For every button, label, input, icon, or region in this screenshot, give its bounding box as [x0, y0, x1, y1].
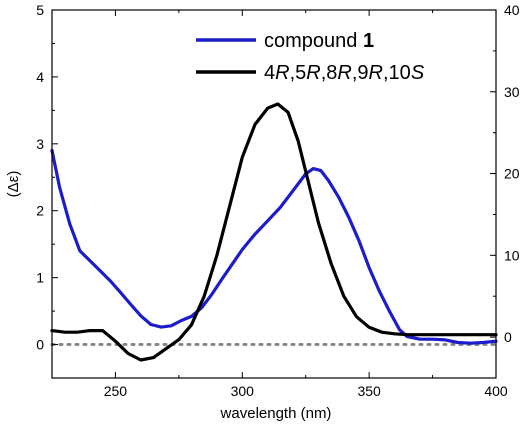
series-line-1 [50, 148, 498, 345]
legend-label-part: ,8 [321, 62, 338, 84]
y-axis-title: (Δε) [5, 171, 22, 198]
plot-area [50, 102, 498, 362]
x-tick-label: 300 [231, 383, 255, 399]
y-left-tick-label: 1 [36, 270, 44, 286]
y-right-tick-label: 20 [504, 166, 520, 182]
y-right-tick-label: 0 [504, 329, 512, 345]
y-left-tick-label: 0 [36, 337, 44, 353]
y-right-tick-label: 10 [504, 247, 520, 263]
legend-label-part: ,9 [352, 62, 369, 84]
legend-label-part: compound [264, 30, 363, 52]
axes: 250 300 350 400 0 1 2 3 4 5 0 10 20 30 40 [36, 2, 520, 399]
legend-label-part: ,10 [383, 62, 411, 84]
legend-label-part: 1 [363, 30, 374, 52]
legend-label-1: compound 1 [264, 30, 374, 52]
x-tick-label: 350 [357, 383, 381, 399]
y-left-tick-label: 2 [36, 203, 44, 219]
x-tick-label: 400 [484, 383, 508, 399]
legend-label-part: R [275, 62, 289, 84]
x-tick-label: 250 [104, 383, 128, 399]
legend-label-part: ,5 [290, 62, 307, 84]
y-left-tick-label: 5 [36, 2, 44, 18]
legend-label-part: S [411, 62, 425, 84]
y-left-tick-label: 3 [36, 136, 44, 152]
legend-label-part: R [369, 62, 383, 84]
y-right-tick-label: 30 [504, 84, 520, 100]
legend-label-part: R [337, 62, 351, 84]
legend: compound 14R,5R,8R,9R,10S [196, 30, 425, 84]
y-left-tick-label: 4 [36, 69, 44, 85]
x-axis-title: wavelength (nm) [220, 405, 332, 422]
plot-frame [51, 9, 497, 379]
y-right-tick-label: 40 [504, 2, 520, 18]
legend-label-2: 4R,5R,8R,9R,10S [264, 62, 425, 84]
legend-label-part: 4 [264, 62, 275, 84]
series-line-2 [50, 102, 498, 362]
legend-label-part: R [306, 62, 320, 84]
